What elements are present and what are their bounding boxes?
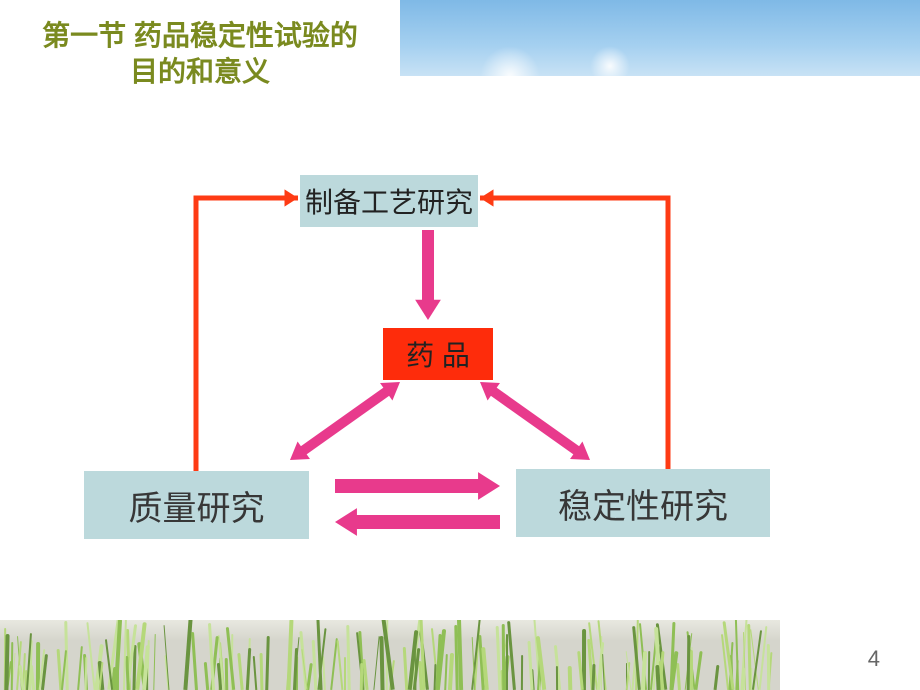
- box-label: 质量研究: [129, 481, 265, 530]
- dandelion-decoration: [590, 46, 630, 76]
- bottom-decor-image: [0, 620, 780, 690]
- box-label: 制备工艺研究: [305, 181, 473, 221]
- slide: 第一节 药品稳定性试验的 目的和意义 制备工艺研究 药 品 质量研究 稳定性研究…: [0, 0, 920, 690]
- top-decor-image: [400, 0, 920, 76]
- box-stability-research: 稳定性研究: [516, 469, 770, 537]
- box-drug: 药 品: [383, 328, 493, 380]
- box-quality-research: 质量研究: [84, 471, 309, 539]
- dandelion-decoration: [480, 46, 540, 76]
- box-label: 稳定性研究: [558, 479, 728, 528]
- box-preparation-research: 制备工艺研究: [300, 175, 478, 227]
- slide-title: 第一节 药品稳定性试验的 目的和意义: [20, 18, 380, 91]
- slide-title-line2: 目的和意义: [20, 54, 380, 90]
- slide-title-line1: 第一节 药品稳定性试验的: [20, 18, 380, 54]
- page-number: 4: [868, 646, 880, 672]
- box-label: 药 品: [406, 334, 470, 374]
